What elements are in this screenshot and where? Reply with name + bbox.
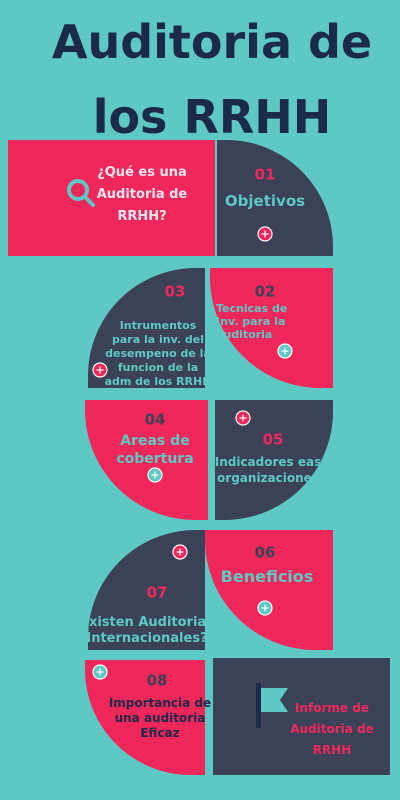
plus-sign bbox=[96, 668, 104, 676]
plus-sign bbox=[281, 347, 289, 355]
section-text-line: Intrumentos bbox=[120, 319, 197, 332]
section-text-line: Areas de bbox=[120, 433, 189, 449]
section-text-line: Internacionales? bbox=[86, 631, 207, 646]
section-card bbox=[88, 530, 205, 650]
section-number: 07 bbox=[147, 584, 168, 602]
title-line: Auditoria de bbox=[52, 15, 372, 69]
section-number: 01 bbox=[255, 166, 276, 184]
plus-sign bbox=[96, 366, 104, 374]
section-text: Existen Auditorias Internacionales? bbox=[80, 615, 214, 646]
section-number: 06 bbox=[255, 544, 276, 562]
section-text-line: Importancia de bbox=[109, 696, 211, 710]
section-text: Intrumentos para la inv. del desempeno de … bbox=[105, 319, 212, 388]
footer-box bbox=[213, 658, 390, 775]
intro-text-line: ¿Qué es una bbox=[97, 165, 187, 180]
plus-sign bbox=[176, 548, 184, 556]
section-text-line: cobertura bbox=[116, 451, 193, 467]
section-text-line: Beneficios bbox=[221, 567, 314, 586]
section-card bbox=[215, 400, 333, 520]
section-text-line: para la inv. del bbox=[112, 333, 204, 346]
intro-text-line: RRHH? bbox=[117, 209, 166, 224]
section-card bbox=[88, 268, 205, 388]
plus-sign bbox=[151, 471, 159, 479]
section-card bbox=[210, 268, 333, 388]
plus-sign bbox=[239, 414, 247, 422]
footer-text-line: RRHH bbox=[313, 743, 352, 757]
section-text-line: desempeno de la bbox=[105, 347, 211, 360]
search-icon bbox=[67, 179, 95, 207]
section-number: 08 bbox=[147, 672, 168, 690]
footer-text-line: Auditoria de bbox=[290, 722, 374, 736]
intro-text: ¿Qué es una Auditoria de RRHH? bbox=[97, 165, 188, 224]
section-text-line: Objetivos bbox=[225, 192, 305, 210]
section-text-line: Existen Auditorias bbox=[80, 615, 214, 630]
intro-box bbox=[8, 140, 215, 256]
section-text: Objetivos bbox=[225, 192, 305, 210]
section-text: Importancia de una auditoria Eficaz bbox=[109, 696, 211, 740]
title: Auditoria de los RRHH bbox=[52, 15, 372, 144]
section-text-line: funcion de la bbox=[118, 361, 198, 374]
section-text: Tecnicas de Inv. para la auditoria bbox=[216, 302, 287, 341]
section-text-line: Indicadores eas bbox=[215, 455, 322, 469]
footer-text: Informe de Auditoria de RRHH bbox=[290, 701, 374, 757]
intro-text-line: Auditoria de bbox=[97, 187, 188, 202]
section-text-line: auditoria bbox=[216, 328, 272, 341]
section-text: Beneficios bbox=[221, 567, 314, 586]
section-number: 02 bbox=[255, 283, 276, 301]
flag-icon bbox=[256, 683, 288, 728]
section-card bbox=[217, 140, 333, 256]
plus-sign bbox=[261, 604, 269, 612]
section-number: 03 bbox=[165, 283, 186, 301]
section-text-line: Tecnicas de bbox=[216, 302, 287, 315]
section-card bbox=[85, 400, 208, 520]
section-card bbox=[205, 530, 333, 650]
section-number: 05 bbox=[263, 431, 284, 449]
section-card bbox=[85, 660, 205, 775]
footer-text-line: Informe de bbox=[295, 701, 369, 715]
section-text-line: organizaciones bbox=[217, 471, 319, 485]
section-text-line: adm de los RRHH bbox=[105, 375, 212, 388]
section-text: Areas de cobertura bbox=[116, 433, 193, 467]
section-number: 04 bbox=[145, 411, 166, 429]
section-text-line: Inv. para la bbox=[216, 315, 285, 328]
title-line: los RRHH bbox=[93, 90, 332, 144]
section-text-line: Eficaz bbox=[140, 726, 179, 740]
section-text-line: una auditoria bbox=[115, 711, 206, 725]
plus-sign bbox=[261, 230, 269, 238]
section-text: Indicadores eas organizaciones bbox=[215, 455, 322, 485]
